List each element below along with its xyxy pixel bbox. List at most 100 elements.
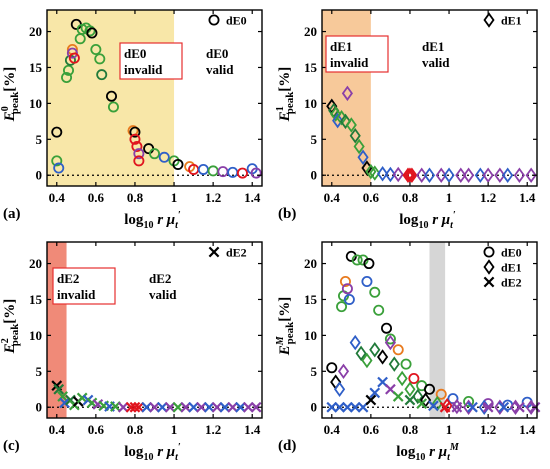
data-point bbox=[51, 155, 63, 167]
data-point bbox=[406, 167, 418, 183]
data-point bbox=[423, 167, 436, 183]
y-tick-label: 20 bbox=[304, 256, 317, 271]
data-point bbox=[141, 401, 153, 413]
x-tick-label: 0.4 bbox=[324, 190, 341, 205]
data-point bbox=[513, 167, 525, 183]
x-tick-label: 0.8 bbox=[402, 190, 419, 205]
data-point bbox=[377, 166, 389, 182]
x-tick-label: 1 bbox=[171, 190, 178, 205]
legend-label: dE2 bbox=[226, 246, 247, 260]
data-point bbox=[514, 401, 525, 413]
marker-stroke bbox=[125, 401, 137, 413]
legend: dE0 bbox=[208, 14, 247, 28]
y-tick-label: 10 bbox=[29, 328, 42, 343]
data-point bbox=[250, 401, 262, 413]
annotation-box bbox=[119, 42, 183, 80]
legend-label: dE1 bbox=[501, 14, 522, 28]
y-tick-label: 5 bbox=[36, 132, 43, 147]
data-point bbox=[455, 167, 467, 183]
marker-stroke bbox=[59, 397, 70, 409]
data-point bbox=[482, 401, 494, 413]
y-tick-label: 15 bbox=[304, 60, 318, 75]
x-tick-label: 0.6 bbox=[363, 422, 380, 437]
data-point bbox=[180, 401, 192, 413]
data-point bbox=[345, 117, 357, 133]
x-tick-label: 1.2 bbox=[205, 190, 221, 205]
marker-stroke bbox=[377, 376, 388, 388]
marker-stroke bbox=[514, 401, 525, 413]
marker-stroke bbox=[172, 401, 184, 413]
data-point bbox=[341, 85, 353, 102]
y-axis-label: E2peak[%] bbox=[0, 299, 21, 355]
data-point bbox=[361, 352, 373, 369]
data-point bbox=[369, 165, 381, 181]
data-point bbox=[107, 101, 119, 113]
legend-label: dE1 bbox=[501, 261, 522, 275]
x-tick-label: 1.4 bbox=[244, 190, 261, 205]
legend: dE2 bbox=[208, 246, 247, 260]
marker-stroke bbox=[211, 401, 223, 413]
x-tick-label: 1.2 bbox=[480, 422, 496, 437]
data-point bbox=[349, 127, 361, 144]
data-point bbox=[404, 167, 416, 183]
series-circle bbox=[51, 18, 262, 179]
data-point bbox=[250, 167, 262, 179]
x-tick-label: 1.4 bbox=[519, 422, 536, 437]
data-point bbox=[355, 345, 367, 362]
marker-stroke bbox=[404, 394, 416, 406]
data-point bbox=[502, 167, 514, 183]
axes-frame bbox=[321, 241, 538, 419]
x-tick-label: 1.4 bbox=[519, 190, 536, 205]
data-point bbox=[51, 126, 63, 138]
x-tick-label: 0.6 bbox=[363, 190, 380, 205]
data-point bbox=[353, 138, 365, 155]
data-point bbox=[326, 362, 338, 374]
x-tick-label: 1.4 bbox=[244, 422, 261, 437]
panel-label: (d) bbox=[278, 438, 296, 454]
y-tick-label: 15 bbox=[29, 60, 43, 75]
x-tick-label: 1.2 bbox=[480, 190, 496, 205]
data-point bbox=[392, 391, 404, 402]
marker-stroke bbox=[483, 276, 495, 288]
legend-marker bbox=[483, 12, 495, 28]
data-point bbox=[125, 401, 137, 413]
legend: dE1 bbox=[483, 12, 522, 28]
marker-stroke bbox=[250, 401, 262, 413]
data-point bbox=[172, 158, 184, 170]
y-tick-label: 0 bbox=[311, 168, 318, 183]
x-axis-label: log10 r μt′ bbox=[124, 442, 181, 463]
y-tick-label: 10 bbox=[304, 96, 317, 111]
y-tick-label: 0 bbox=[36, 400, 43, 415]
data-point bbox=[339, 276, 351, 288]
data-point bbox=[463, 167, 475, 183]
data-point bbox=[341, 283, 353, 295]
legend-label: dE0 bbox=[226, 14, 247, 28]
data-point bbox=[334, 401, 345, 413]
series-circle bbox=[326, 250, 533, 411]
panel-a: 0.4 0.6 0.8 1 1.2 1.4 0 5 10 15 20 log10 r μt′ E0pea… bbox=[0, 9, 263, 231]
data-point bbox=[172, 401, 184, 413]
marker-stroke bbox=[208, 246, 220, 258]
marker-stroke bbox=[86, 397, 98, 409]
data-point bbox=[396, 370, 408, 387]
data-point bbox=[474, 167, 486, 183]
data-point bbox=[117, 401, 129, 413]
marker-stroke bbox=[188, 401, 199, 413]
data-point bbox=[332, 112, 344, 129]
x-tick-label: 0.8 bbox=[127, 190, 144, 205]
data-point bbox=[148, 148, 160, 160]
legend-label: dE2 bbox=[501, 276, 522, 290]
legend-marker bbox=[483, 246, 495, 258]
marker-stroke bbox=[141, 401, 153, 413]
data-point bbox=[392, 344, 404, 356]
data-point bbox=[188, 401, 199, 413]
data-point bbox=[369, 342, 381, 358]
data-point bbox=[388, 356, 400, 372]
y-tick-label: 10 bbox=[304, 328, 317, 343]
data-point bbox=[57, 391, 69, 402]
annotation-text: dE1 bbox=[330, 39, 352, 54]
x-axis-label: log10 r μt′ bbox=[124, 210, 181, 231]
data-point bbox=[59, 397, 70, 409]
data-point bbox=[68, 52, 80, 64]
